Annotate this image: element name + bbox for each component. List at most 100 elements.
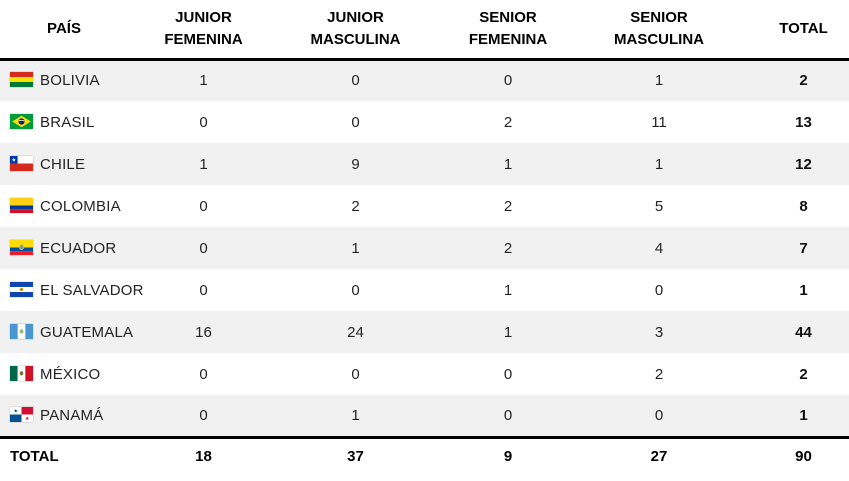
country-cell: EL SALVADOR [0,269,143,311]
chile-flag-icon [10,155,33,171]
row-total-cell: 8 [799,197,808,215]
value-cell: 0 [199,113,208,131]
value-cell: 1 [351,406,360,424]
el-salvador-flag-icon [10,281,33,297]
country-label: ECUADOR [40,239,117,257]
row-total-cell: 2 [799,365,808,383]
colombia-flag-icon [10,197,33,213]
row-total-cell: 2 [799,72,808,90]
footer-value-senior-masculina: 27 [584,435,734,475]
table-row: PANAMÁ 0 1 0 0 1 [0,395,849,437]
value-cell: 2 [503,113,513,131]
country-cell: CHILE [0,143,128,185]
country-cell: MÉXICO [0,353,128,395]
country-label: MÉXICO [40,365,101,383]
value-cell: 0 [503,72,513,90]
value-cell: 3 [654,323,664,341]
value-cell: 0 [199,406,208,424]
value-cell: 1 [654,72,664,90]
value-cell: 1 [199,72,208,90]
country-cell: COLOMBIA [0,185,128,227]
value-cell: 0 [351,113,360,131]
value-cell: 0 [654,281,664,299]
column-header-junior-femenina: JUNIOR FEMENINA [128,0,279,61]
row-total-cell: 13 [795,113,812,131]
value-cell: 5 [654,197,664,215]
country-cell: PANAMÁ [0,395,128,437]
footer-total-row: TOTAL 18 37 9 27 90 [0,435,849,475]
ecuador-flag-icon [10,239,33,255]
column-header-label: JUNIOR FEMENINA [164,8,243,48]
column-header-senior-femenina: SENIOR FEMENINA [432,0,584,61]
column-header-label: SENIOR FEMENINA [468,8,548,48]
footer-value-junior-femenina: 18 [128,435,279,475]
footer-total-label: TOTAL [0,435,128,475]
value-cell: 2 [351,197,360,215]
table-body: BOLIVIA 1 0 0 1 2 BRASIL 0 0 2 11 13 CHILE 1 9 1 1 12 COLO… [0,59,849,437]
value-cell: 1 [503,281,513,299]
mexico-flag-icon [10,365,33,381]
table-row: BOLIVIA 1 0 0 1 2 [0,59,849,101]
row-total-cell: 12 [795,155,812,173]
value-cell: 1 [351,239,360,257]
country-label: BOLIVIA [40,72,100,90]
value-cell: 4 [654,239,664,257]
panama-flag-icon [10,406,33,422]
value-cell: 2 [503,197,513,215]
country-label: COLOMBIA [40,197,121,215]
row-total-cell: 44 [795,323,812,341]
value-cell: 24 [347,323,364,341]
footer-value-junior-masculina: 37 [279,435,432,475]
value-cell: 2 [503,239,513,257]
value-cell: 0 [199,239,208,257]
table-row: BRASIL 0 0 2 11 13 [0,101,849,143]
brasil-flag-icon [10,113,33,129]
value-cell: 1 [503,323,513,341]
country-label: CHILE [40,155,86,173]
country-label: PANAMÁ [40,406,104,424]
value-cell: 0 [351,365,360,383]
table-row: EL SALVADOR 0 0 1 0 1 [0,269,849,311]
country-label: BRASIL [40,113,95,131]
country-label: GUATEMALA [40,323,134,341]
row-total-cell: 1 [799,281,808,299]
table-row: ECUADOR 0 1 2 4 7 [0,227,849,269]
value-cell: 0 [503,365,513,383]
column-header-junior-masculina: JUNIOR MASCULINA [279,0,432,61]
country-label: EL SALVADOR [40,281,144,299]
value-cell: 0 [199,365,208,383]
table-row: GUATEMALA 16 24 1 3 44 [0,311,849,353]
column-header-label: SENIOR MASCULINA [614,8,704,48]
value-cell: 1 [503,155,513,173]
value-cell: 11 [651,113,667,131]
footer-grand-total: 90 [734,435,849,475]
value-cell: 0 [351,281,360,299]
country-cell: BRASIL [0,101,128,143]
value-cell: 0 [351,72,360,90]
value-cell: 0 [199,281,208,299]
row-total-cell: 1 [799,406,808,424]
value-cell: 0 [654,406,664,424]
value-cell: 2 [654,365,664,383]
row-total-cell: 7 [799,239,808,257]
value-cell: 16 [195,323,212,341]
table-row: MÉXICO 0 0 0 2 2 [0,353,849,395]
footer-value-senior-femenina: 9 [432,435,584,475]
table-row: COLOMBIA 0 2 2 5 8 [0,185,849,227]
column-header-senior-masculina: SENIOR MASCULINA [584,0,734,61]
column-header-label: TOTAL [779,19,828,37]
column-header-label: PAÍS [47,19,81,37]
column-header-label: JUNIOR MASCULINA [310,8,401,48]
column-header-total: TOTAL [734,0,849,61]
value-cell: 0 [199,197,208,215]
guatemala-flag-icon [10,323,33,339]
country-cell: ECUADOR [0,227,128,269]
bolivia-flag-icon [10,72,33,88]
header-row: PAÍS JUNIOR FEMENINA JUNIOR MASCULINA SE… [0,0,849,61]
value-cell: 1 [654,155,664,173]
value-cell: 0 [503,406,513,424]
value-cell: 1 [199,155,208,173]
country-cell: BOLIVIA [0,59,128,101]
country-cell: GUATEMALA [0,311,133,353]
